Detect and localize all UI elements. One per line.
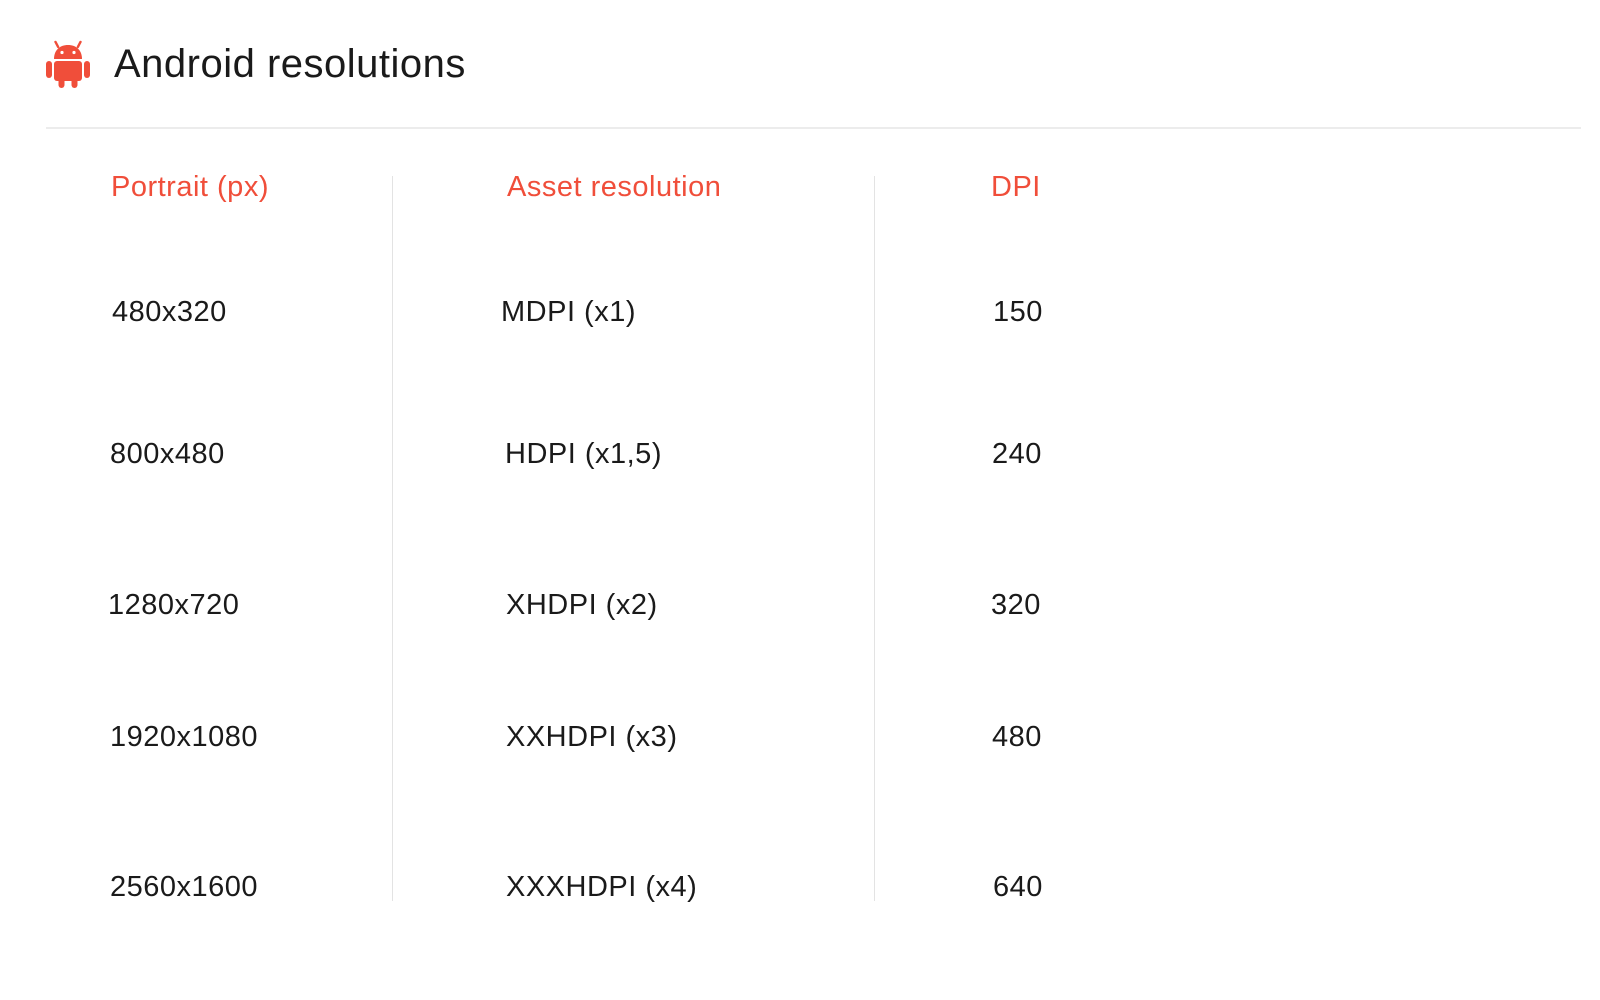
column-header-asset-resolution: Asset resolution: [507, 171, 722, 203]
cell-asset-resolution: XXHDPI (x3): [506, 721, 678, 753]
cell-dpi: 240: [992, 438, 1042, 470]
cell-asset-resolution: XHDPI (x2): [506, 589, 658, 621]
cell-dpi: 480: [992, 721, 1042, 753]
cell-portrait: 480x320: [112, 296, 227, 328]
page-header: Android resolutions: [46, 38, 466, 90]
cell-asset-resolution: XXXHDPI (x4): [506, 871, 698, 903]
cell-portrait: 2560x1600: [110, 871, 259, 903]
cell-asset-resolution: MDPI (x1): [501, 296, 636, 328]
column-header-portrait: Portrait (px): [111, 171, 269, 203]
cell-portrait: 800x480: [110, 438, 225, 470]
cell-portrait: 1280x720: [108, 589, 240, 621]
android-icon: [46, 40, 90, 88]
cell-portrait: 1920x1080: [110, 721, 259, 753]
cell-dpi: 150: [993, 296, 1043, 328]
cell-dpi: 320: [991, 589, 1041, 621]
page-title: Android resolutions: [114, 41, 466, 86]
column-divider-2: [874, 176, 875, 901]
column-header-dpi: DPI: [991, 171, 1041, 203]
column-divider-1: [392, 176, 393, 901]
cell-dpi: 640: [993, 871, 1043, 903]
cell-asset-resolution: HDPI (x1,5): [505, 438, 662, 470]
header-divider: [46, 127, 1581, 129]
